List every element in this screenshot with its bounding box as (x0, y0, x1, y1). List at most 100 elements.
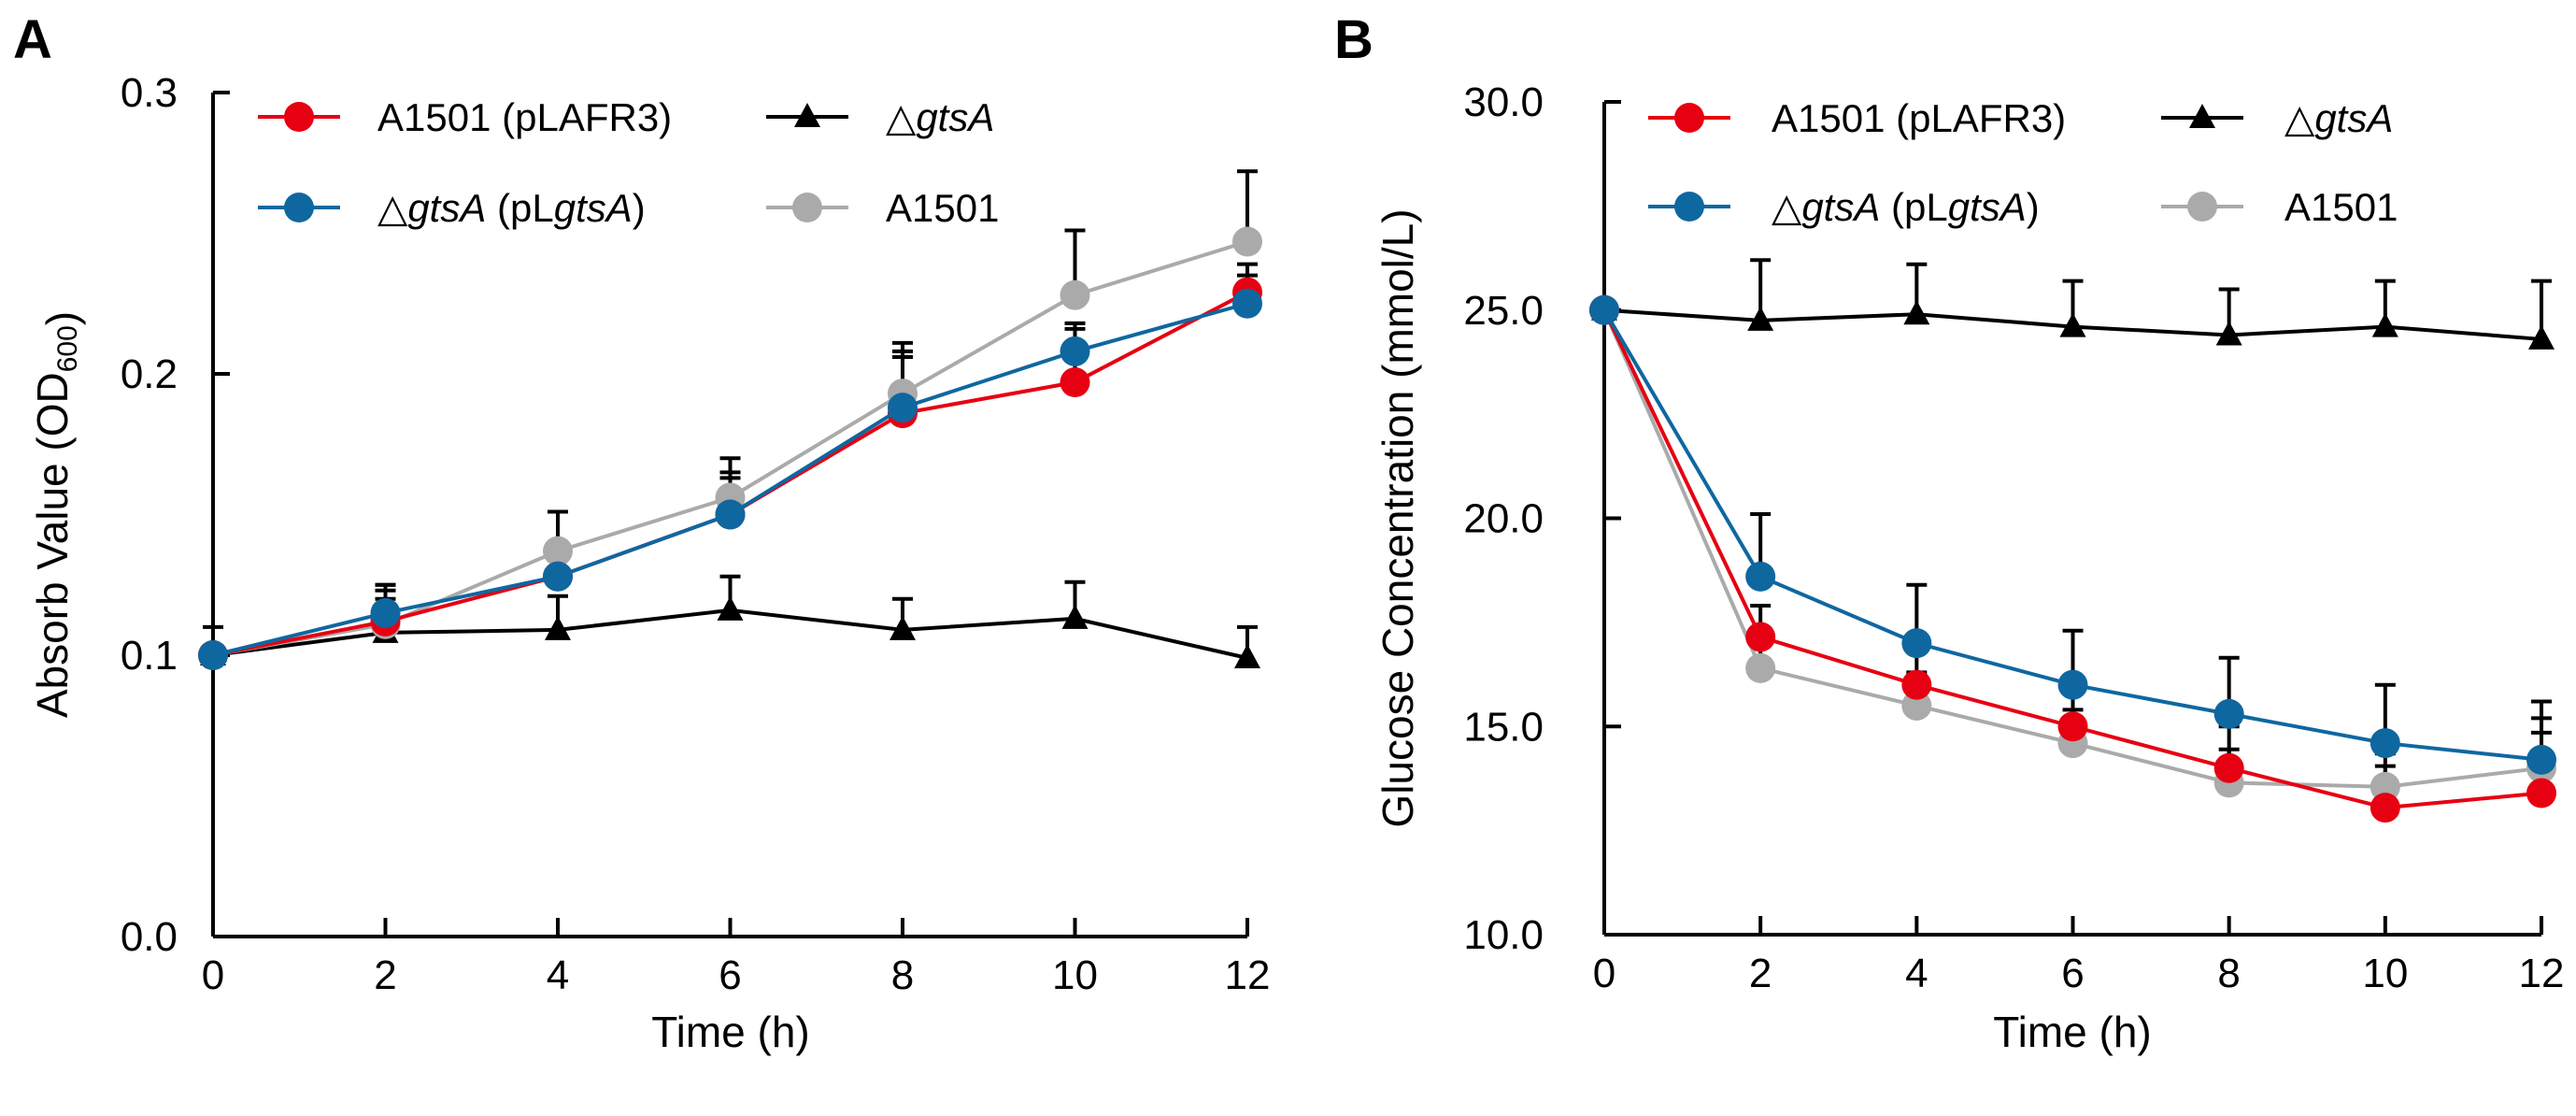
data-point (543, 536, 573, 566)
x-tick-label: 4 (1905, 951, 1928, 996)
data-point (1061, 604, 1089, 629)
legend-item: A1501 (2161, 185, 2398, 229)
series-a1501-plafr3- (1589, 294, 2556, 823)
x-tick-label: 6 (2061, 951, 2084, 996)
label-part: ) (2027, 185, 2040, 229)
legend-label: △gtsA (pLgtsA) (1772, 185, 2040, 229)
legend-label: A1501 (2284, 185, 2398, 229)
data-point (1589, 294, 1619, 325)
data-point (1901, 628, 1932, 659)
data-point (543, 561, 573, 592)
legend-marker (284, 193, 314, 222)
legend-item: △gtsA (pLgtsA) (258, 186, 646, 230)
data-point (715, 499, 746, 530)
legend-label: A1501 (pLAFR3) (377, 95, 672, 139)
x-tick-label: 8 (891, 952, 914, 998)
panel-label-b: B (1334, 9, 1373, 70)
data-point (2370, 771, 2400, 802)
data-point (2057, 669, 2088, 700)
y-tick-label: 0.1 (121, 633, 178, 679)
label-part: (pL (486, 186, 553, 230)
legend-item: △gtsA (pLgtsA) (1648, 185, 2040, 229)
label-part: gtsA (2314, 96, 2393, 140)
series--gtsa-plgtsa- (198, 288, 1262, 670)
series--gtsa (200, 595, 1260, 669)
label-part: (pL (1880, 185, 1947, 229)
data-point (2370, 728, 2400, 759)
legend-marker (1674, 103, 1704, 133)
data-point (2057, 711, 2088, 742)
x-axis-title-a: Time (h) (651, 1008, 810, 1056)
y-axis-title: Absorb Value (OD600) (28, 311, 86, 718)
label-part: △ (377, 186, 408, 230)
y-tick-label: 10.0 (1463, 912, 1544, 958)
legend-label: △gtsA (2284, 96, 2393, 140)
data-point (198, 640, 228, 670)
label-part: △ (1772, 185, 1802, 229)
legend-label: △gtsA (pLgtsA) (377, 186, 646, 230)
series--gtsa-plgtsa- (1589, 294, 2556, 775)
data-point (1901, 690, 1932, 721)
y-tick-label: 20.0 (1463, 496, 1544, 542)
label-part: △ (2284, 96, 2315, 140)
x-tick-label: 10 (2362, 951, 2408, 996)
data-point (2528, 324, 2555, 350)
series--gtsa (1591, 295, 2555, 350)
y-axis-title: Glucose Concentration (mmol/L) (1373, 208, 1422, 827)
label-part: A1501 (pLAFR3) (1772, 96, 2066, 140)
panel-label-a: A (13, 9, 52, 70)
legend-label: △gtsA (886, 95, 994, 139)
legend-item: △gtsA (766, 95, 994, 139)
data-point (2059, 312, 2086, 337)
x-tick-label: 8 (2217, 951, 2240, 996)
data-point (1060, 367, 1090, 398)
legend-label: A1501 (886, 186, 999, 230)
data-point (1745, 622, 1776, 652)
x-tick-label: 0 (1593, 951, 1615, 996)
data-point (890, 615, 916, 640)
x-tick-label: 4 (547, 952, 569, 998)
data-point (1060, 279, 1090, 310)
y-tick-label: 30.0 (1463, 79, 1544, 125)
data-point (2213, 752, 2244, 783)
x-tick-label: 6 (719, 952, 741, 998)
data-point (2526, 744, 2556, 775)
legend-item: A1501 (pLAFR3) (258, 95, 672, 139)
label-part: gtsA (554, 186, 633, 230)
data-point (1745, 561, 1776, 592)
legend-marker (794, 103, 820, 127)
label-part: ) (633, 186, 646, 230)
y-tick-label: 0.2 (121, 351, 178, 397)
data-point (2370, 793, 2400, 823)
label-part: △ (886, 95, 917, 139)
x-tick-label: 12 (1225, 952, 1271, 998)
label-part: gtsA (1801, 185, 1880, 229)
legend: A1501 (pLAFR3) △gtsA△gtsA (pLgtsA) A1501 (1648, 96, 2398, 229)
panel-a: A Time (h) 0.0 0.1 0.2 0.3 0 2 4 6 8 10 12 Absorb V… (13, 9, 1270, 1056)
data-point (1232, 288, 1262, 319)
data-point (2371, 312, 2398, 337)
data-point (1234, 644, 1260, 669)
y-tick-label: 0.0 (121, 914, 178, 960)
data-point (370, 597, 401, 628)
label-part: gtsA (1948, 185, 2027, 229)
panel-b: B Time (h) 10.0 15.0 20.0 25.0 30.0 0 2 4 6 8 10 12… (1334, 9, 2564, 1056)
x-tick-label: 10 (1052, 952, 1098, 998)
legend: A1501 (pLAFR3) △gtsA△gtsA (pLgtsA) A1501 (258, 95, 999, 230)
label-part: 600 (52, 325, 83, 372)
legend-marker (2187, 192, 2217, 222)
data-point (1745, 652, 1776, 683)
x-axis-title-b: Time (h) (1993, 1008, 2152, 1056)
y-tick-label: 0.3 (121, 70, 178, 116)
x-tick-label: 0 (202, 952, 224, 998)
data-point (1747, 306, 1774, 331)
legend-item: A1501 (pLAFR3) (1648, 96, 2066, 140)
legend-marker (2189, 104, 2215, 128)
y-tick-label: 25.0 (1463, 288, 1544, 334)
x-tick-label: 2 (1749, 951, 1772, 996)
data-point (545, 615, 571, 640)
data-point (888, 393, 918, 423)
label-part: A1501 (pLAFR3) (377, 95, 672, 139)
label-part: A1501 (2284, 185, 2398, 229)
label-part: Absorb Value (OD (28, 372, 77, 718)
